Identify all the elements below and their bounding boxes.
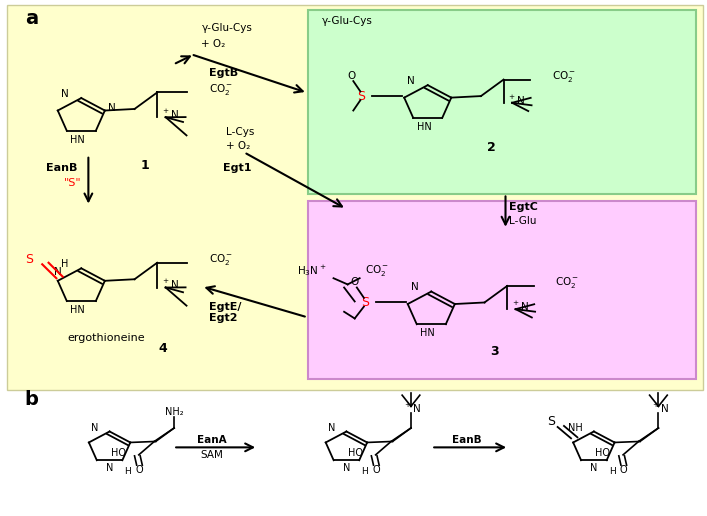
Text: EgtB: EgtB (209, 68, 238, 78)
Text: EgtE/: EgtE/ (209, 302, 241, 312)
Text: HN: HN (71, 305, 86, 315)
Text: N: N (328, 424, 335, 433)
Text: H: H (62, 259, 69, 269)
Text: NH: NH (568, 424, 583, 433)
Text: S: S (357, 90, 366, 103)
Text: b: b (25, 391, 39, 409)
Text: H: H (361, 467, 368, 476)
Text: CO$_2^-$: CO$_2^-$ (551, 69, 576, 84)
Text: Egt2: Egt2 (209, 313, 237, 324)
Text: 4: 4 (158, 342, 167, 355)
Text: $^+$N: $^+$N (510, 300, 529, 313)
Text: CO$_2^-$: CO$_2^-$ (209, 252, 233, 267)
Text: SAM: SAM (201, 450, 223, 460)
Text: 2: 2 (487, 140, 496, 154)
Text: EanB: EanB (452, 434, 481, 445)
Text: HO: HO (595, 448, 610, 458)
Text: N: N (411, 282, 419, 293)
Text: N: N (343, 463, 350, 474)
Text: HO: HO (111, 448, 126, 458)
Text: a: a (25, 9, 38, 27)
Text: L-Glu: L-Glu (509, 216, 537, 226)
Text: HN: HN (71, 135, 86, 145)
Bar (308, 201, 696, 379)
Text: N: N (61, 89, 69, 99)
Text: Egt1: Egt1 (223, 163, 251, 173)
Text: H: H (124, 467, 132, 476)
Text: HN: HN (421, 329, 436, 338)
Text: 3: 3 (491, 345, 499, 359)
Text: N: N (106, 463, 113, 474)
Text: EanB: EanB (46, 163, 77, 173)
Text: ergothioneine: ergothioneine (67, 333, 145, 343)
Text: O: O (347, 71, 356, 81)
Text: L-Cys: L-Cys (226, 126, 255, 137)
Text: + O₂: + O₂ (226, 140, 250, 151)
Text: CO$_2^-$: CO$_2^-$ (209, 82, 233, 97)
Text: H$_3$N$^+$: H$_3$N$^+$ (297, 263, 327, 278)
Text: HO: HO (348, 448, 363, 458)
Text: "S": "S" (64, 178, 81, 188)
Text: NH₂: NH₂ (165, 407, 183, 416)
Text: O: O (351, 277, 359, 287)
Text: $^+$N: $^+$N (651, 402, 669, 415)
Text: 1: 1 (141, 158, 149, 172)
Text: S: S (547, 415, 556, 428)
Text: γ-Glu-Cys: γ-Glu-Cys (322, 15, 373, 26)
Text: O: O (620, 465, 628, 475)
Text: S: S (361, 296, 369, 309)
Text: O: O (373, 465, 380, 475)
Bar (308, 10, 696, 193)
Text: EanA: EanA (197, 434, 227, 445)
Text: N: N (407, 76, 415, 86)
Text: + O₂: + O₂ (201, 39, 226, 49)
Text: O: O (136, 465, 144, 475)
Text: HN: HN (417, 122, 432, 132)
Text: $^+$N: $^+$N (404, 402, 421, 415)
Text: $^+$N: $^+$N (507, 93, 525, 107)
Bar (7, 5, 703, 390)
Text: CO$_2^-$: CO$_2^-$ (555, 276, 580, 291)
Text: EgtC: EgtC (509, 202, 538, 213)
Text: $^+$N: $^+$N (160, 278, 179, 292)
Text: $^+$N: $^+$N (160, 108, 179, 121)
Text: N: N (590, 463, 597, 474)
Text: N: N (108, 103, 116, 113)
Text: H: H (609, 467, 616, 476)
Text: N: N (54, 267, 62, 278)
Text: S: S (25, 253, 33, 266)
Text: N: N (91, 424, 98, 433)
Text: CO$_2^-$: CO$_2^-$ (366, 263, 390, 278)
Text: γ-Glu-Cys: γ-Glu-Cys (201, 23, 252, 34)
